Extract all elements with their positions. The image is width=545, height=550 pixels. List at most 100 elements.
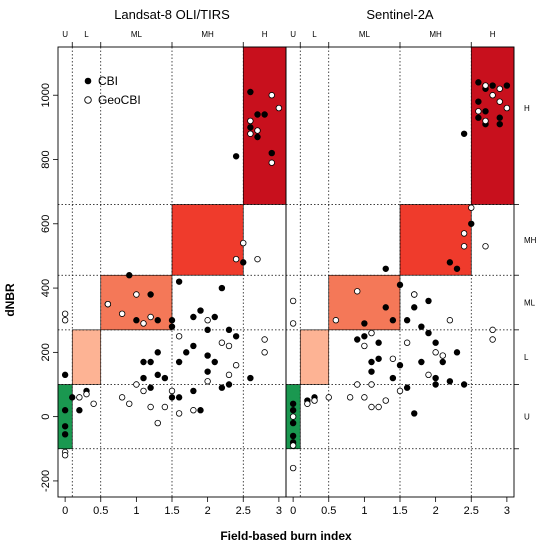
x-tick-label: 2 <box>433 505 439 517</box>
class-box-U <box>57 384 73 450</box>
point-cbi <box>225 326 233 334</box>
point-geocbi <box>289 297 297 305</box>
point-cbi <box>361 333 368 340</box>
top-class-label: MH <box>201 30 214 39</box>
point-cbi <box>190 387 197 395</box>
point-cbi <box>61 407 69 414</box>
point-cbi <box>61 423 69 430</box>
point-geocbi <box>268 159 275 166</box>
point-geocbi <box>311 397 318 404</box>
point-geocbi <box>411 291 418 298</box>
right-class-label: L <box>524 353 529 362</box>
x-tick-label: 2.5 <box>464 505 479 517</box>
point-geocbi <box>261 336 268 343</box>
point-cbi <box>425 297 432 305</box>
class-box-H <box>470 46 515 205</box>
point-cbi <box>503 82 511 89</box>
point-cbi <box>496 114 503 121</box>
point-geocbi <box>289 464 297 472</box>
x-tick-label: 0.5 <box>93 505 108 517</box>
point-cbi <box>460 130 468 137</box>
panel-landsat: 0 0.5 1 1.5 2 2.5 3 U L ML MH H <box>57 30 287 517</box>
y-tick-label: 1000 <box>40 83 52 107</box>
point-geocbi <box>247 117 254 125</box>
top-class-label: ML <box>359 30 371 39</box>
point-geocbi <box>133 381 140 388</box>
top-class-label: ML <box>131 30 143 39</box>
point-cbi <box>432 374 439 382</box>
point-cbi <box>190 313 197 321</box>
point-geocbi <box>154 419 161 427</box>
point-geocbi <box>268 92 275 99</box>
point-cbi <box>453 265 461 272</box>
panel-title-landsat: Landsat-8 OLI/TIRS <box>114 7 230 22</box>
point-geocbi <box>460 243 468 250</box>
class-box-L <box>71 329 102 385</box>
x-axis-label: Field-based burn index <box>220 529 352 543</box>
point-geocbi <box>240 239 247 247</box>
point-geocbi <box>204 378 211 385</box>
point-cbi <box>418 323 425 330</box>
point-geocbi <box>76 394 83 401</box>
x-tick-label: 1.5 <box>164 505 179 517</box>
point-geocbi <box>468 204 475 211</box>
point-cbi <box>197 307 204 314</box>
point-cbi <box>211 358 218 366</box>
top-class-label: H <box>490 30 496 39</box>
point-cbi <box>190 342 197 350</box>
point-cbi <box>289 432 297 440</box>
point-geocbi <box>118 310 126 317</box>
point-geocbi <box>289 442 297 449</box>
point-geocbi <box>446 317 454 324</box>
point-geocbi <box>460 230 468 237</box>
point-cbi <box>247 88 254 96</box>
point-cbi <box>403 384 411 391</box>
point-geocbi <box>218 339 226 346</box>
point-geocbi <box>396 387 404 395</box>
point-geocbi <box>289 413 297 420</box>
point-cbi <box>61 371 69 379</box>
point-geocbi <box>232 255 240 263</box>
point-cbi <box>168 317 176 324</box>
x-tick-label: 1 <box>133 505 139 517</box>
point-geocbi <box>389 355 397 362</box>
point-geocbi <box>425 371 432 379</box>
y-tick-label: -200 <box>40 470 52 492</box>
point-geocbi <box>61 310 69 317</box>
point-geocbi <box>496 98 503 105</box>
point-cbi <box>482 108 489 115</box>
legend-label-geocbi: GeoCBI <box>98 93 141 107</box>
top-class-label: H <box>262 30 268 39</box>
point-geocbi <box>368 329 375 337</box>
point-cbi <box>247 124 254 131</box>
point-geocbi <box>126 400 133 407</box>
right-class-label: U <box>524 413 530 422</box>
x-tick-label: 0 <box>62 505 68 517</box>
point-geocbi <box>147 313 154 321</box>
point-cbi <box>161 374 169 382</box>
point-cbi <box>403 317 411 324</box>
point-cbi <box>254 111 261 118</box>
point-cbi <box>468 220 475 227</box>
point-geocbi <box>368 403 375 411</box>
panel-sentinel: 0 0.5 1 1.5 2 2.5 3 U L ML MH H <box>285 30 515 517</box>
point-cbi <box>418 358 425 366</box>
point-geocbi <box>175 410 183 417</box>
point-cbi <box>140 358 147 366</box>
point-geocbi <box>168 387 176 395</box>
point-cbi <box>183 349 190 356</box>
x-tick-label: 1 <box>361 505 367 517</box>
class-box-MH <box>171 204 244 276</box>
point-geocbi <box>361 342 368 350</box>
x-tick-label: 3 <box>276 505 282 517</box>
point-cbi <box>368 368 375 375</box>
point-cbi <box>218 284 226 292</box>
point-cbi <box>154 317 161 324</box>
point-geocbi <box>140 387 147 395</box>
x-tick-label: 3 <box>504 505 510 517</box>
point-geocbi <box>489 336 496 343</box>
x-tick-label: 2 <box>205 505 211 517</box>
point-geocbi <box>232 362 240 369</box>
point-cbi <box>147 384 154 391</box>
